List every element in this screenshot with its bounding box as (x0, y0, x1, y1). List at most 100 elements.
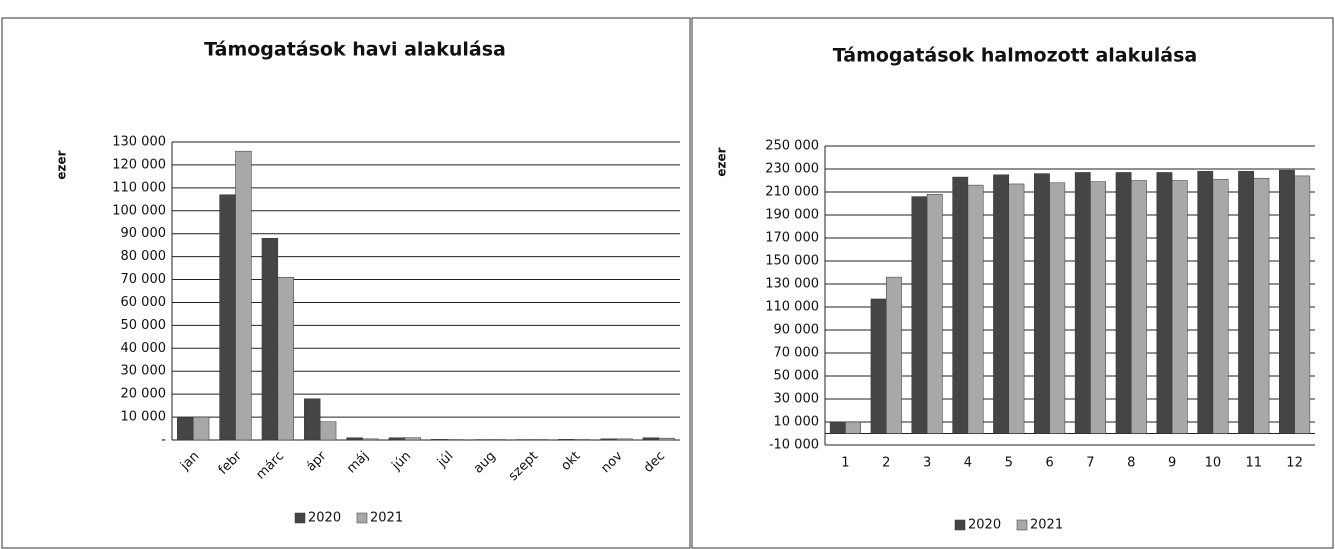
y-axis-label: ezer (715, 147, 729, 176)
y-tick-label: - (161, 433, 166, 448)
bar (1034, 173, 1050, 434)
bar (1156, 172, 1173, 434)
bar (1049, 182, 1066, 434)
bar (531, 439, 548, 441)
bar (446, 439, 464, 441)
x-tick-label: máj (344, 449, 372, 477)
y-tick-label: 170 000 (765, 231, 819, 246)
y-tick-label: 100 000 (112, 203, 166, 218)
x-tick-label: 8 (1127, 456, 1135, 471)
legend-swatch (954, 519, 966, 531)
y-tick-label: 30 000 (774, 392, 820, 407)
x-tick-label: 12 (1286, 456, 1303, 471)
bar (1008, 183, 1025, 434)
y-tick-label: 60 000 (121, 295, 167, 310)
y-tick-label: 210 000 (765, 185, 819, 200)
bar (573, 439, 591, 441)
bar (515, 439, 533, 441)
y-axis-label: ezer (55, 150, 69, 179)
x-tick-label: jan (177, 449, 202, 474)
x-tick-label: dec (641, 449, 668, 476)
y-tick-label: -10 000 (769, 438, 819, 453)
bar (616, 438, 633, 441)
bar (1238, 171, 1254, 434)
bar (362, 438, 379, 441)
bar (261, 238, 279, 441)
y-tick-label: 250 000 (765, 139, 819, 154)
y-tick-label: 110 000 (765, 300, 819, 315)
y-tick-label: 110 000 (112, 180, 166, 195)
y-tick-label: 130 000 (112, 135, 166, 150)
x-tick-label: 4 (964, 456, 972, 471)
bar (177, 416, 194, 441)
bar (952, 176, 969, 434)
y-tick-label: 70 000 (774, 346, 820, 361)
x-tick-label: 2 (882, 456, 890, 471)
x-tick-label: márc (253, 449, 287, 483)
bar (1294, 175, 1311, 434)
legend-label: 2021 (1030, 518, 1063, 533)
chart-title: Támogatások havi alakulása (204, 39, 506, 61)
legend-swatch (1016, 519, 1028, 531)
x-tick-label: 1 (841, 456, 849, 471)
x-tick-label: okt (558, 449, 583, 474)
y-tick-label: 50 000 (774, 369, 820, 384)
bar (277, 276, 294, 441)
bar (870, 298, 887, 434)
x-tick-label: aug (471, 449, 499, 477)
x-tick-label: 3 (923, 456, 931, 471)
y-tick-label: 40 000 (121, 341, 167, 356)
bar (558, 439, 575, 441)
bar (1171, 180, 1188, 434)
y-tick-label: 150 000 (765, 254, 819, 269)
bar (993, 174, 1009, 434)
x-tick-label: 11 (1245, 456, 1262, 471)
x-tick-label: 10 (1205, 456, 1222, 471)
bar (600, 438, 617, 441)
y-tick-label: 50 000 (121, 318, 167, 333)
bar (404, 437, 421, 441)
x-tick-label: 9 (1168, 456, 1176, 471)
bar (1074, 172, 1091, 434)
x-tick-label: ápr (304, 448, 330, 474)
chart-title: Támogatások halmozott alakulása (833, 45, 1198, 67)
y-tick-label: 20 000 (121, 387, 167, 402)
bar (1212, 179, 1229, 434)
x-tick-label: júl (434, 449, 456, 471)
x-tick-label: 6 (1045, 456, 1053, 471)
bar (489, 439, 506, 441)
y-tick-label: 10 000 (774, 415, 820, 430)
legend-label: 2021 (370, 511, 403, 526)
bar (1090, 181, 1106, 434)
bar (1131, 180, 1147, 434)
y-tick-label: 90 000 (121, 226, 167, 241)
bar (1253, 177, 1270, 434)
bar (319, 421, 337, 441)
x-tick-label: 5 (1005, 456, 1013, 471)
y-tick-label: 190 000 (765, 208, 819, 223)
x-tick-label: szept (506, 449, 541, 484)
x-tick-label: 7 (1086, 456, 1094, 471)
y-tick-label: 90 000 (774, 323, 820, 338)
bar (642, 437, 660, 441)
y-tick-label: 70 000 (121, 272, 167, 287)
legend-label: 2020 (308, 511, 341, 526)
x-tick-label: nov (598, 448, 626, 476)
bar (192, 416, 210, 441)
y-tick-label: 230 000 (765, 162, 819, 177)
bar (1279, 169, 1295, 434)
bar (388, 437, 406, 441)
legend-swatch (294, 512, 306, 524)
bar (926, 194, 943, 434)
bar (219, 194, 236, 441)
legend-swatch (356, 512, 368, 524)
y-tick-label: 130 000 (765, 277, 819, 292)
x-tick-label: febr (216, 448, 246, 478)
bar (829, 421, 846, 434)
bar (304, 398, 321, 441)
bar (1197, 171, 1214, 434)
bar (431, 439, 448, 441)
legend-label: 2020 (968, 518, 1001, 533)
bar (886, 276, 902, 434)
